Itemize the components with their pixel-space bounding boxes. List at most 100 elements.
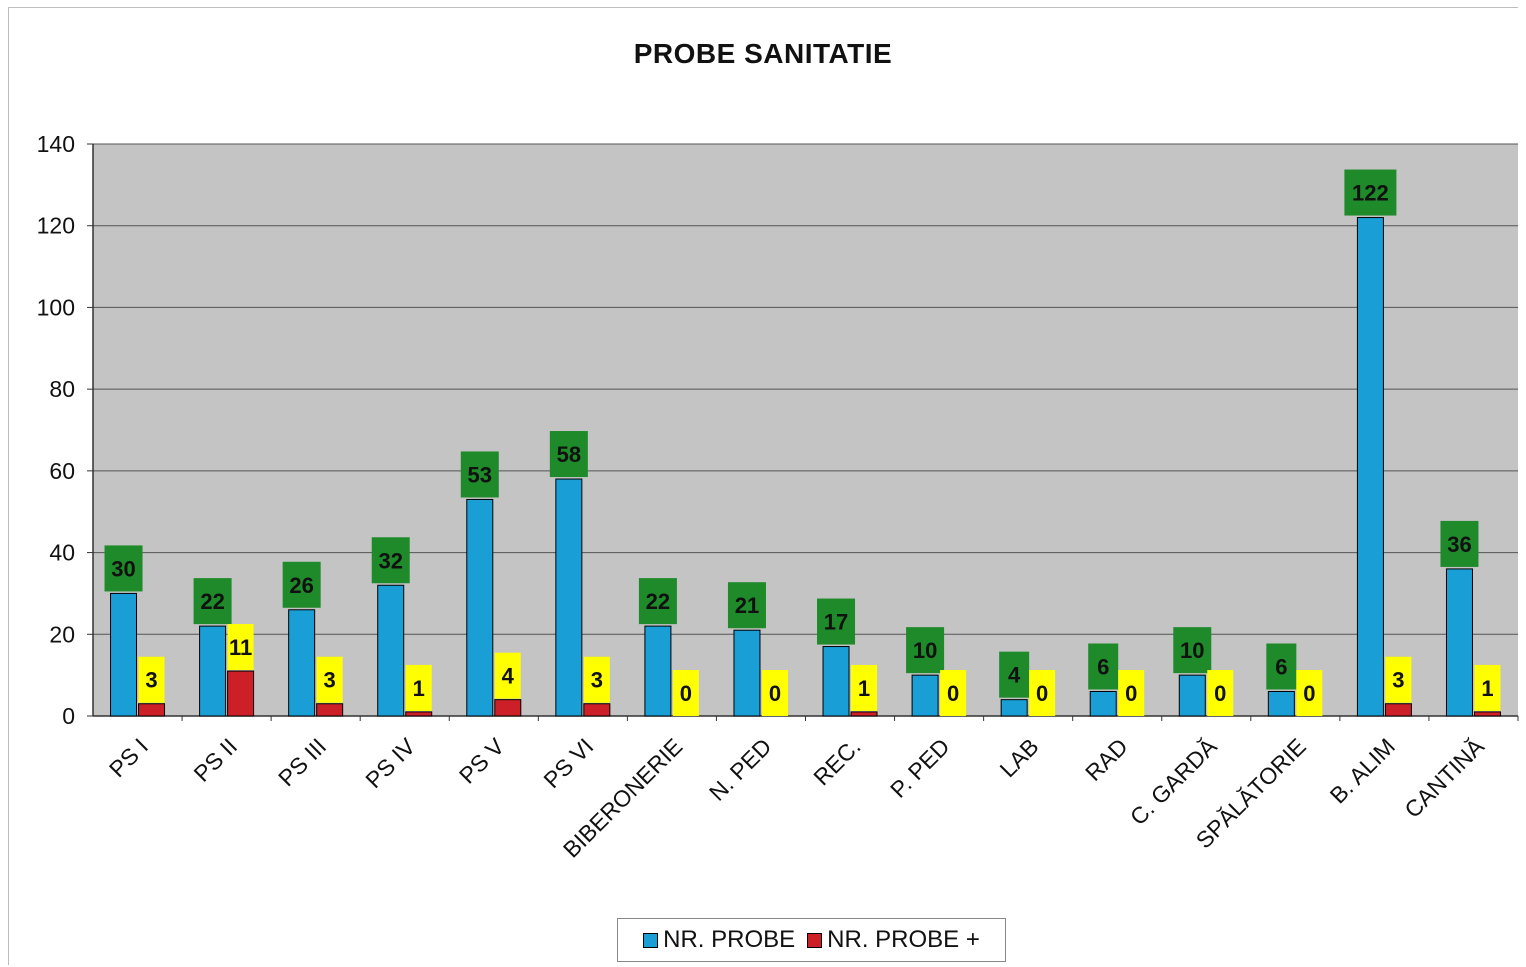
data-label-nr-probe: 6	[1275, 654, 1287, 679]
bar-nr-probe	[1178, 674, 1206, 717]
legend-swatch-nr-probe-plus	[807, 932, 823, 948]
bar-nr-probe	[1000, 699, 1028, 717]
data-label-nr-probe: 58	[557, 442, 581, 467]
data-label-nr-probe: 4	[1008, 663, 1021, 688]
bar-nr-probe-plus	[138, 703, 166, 717]
data-label-nr-probe-plus: 11	[229, 635, 252, 660]
y-tick-label: 40	[49, 540, 75, 566]
data-label-nr-probe-plus: 1	[1481, 676, 1493, 701]
data-label-box-nr-probe	[104, 545, 143, 592]
data-label-box-nr-probe-plus	[316, 656, 343, 703]
bar-nr-probe-plus	[1473, 711, 1501, 717]
data-label-box-nr-probe-plus	[761, 670, 788, 716]
data-label-nr-probe: 21	[735, 593, 759, 618]
data-label-box-nr-probe-plus	[1296, 670, 1323, 716]
data-label-nr-probe: 10	[913, 638, 937, 663]
data-label-nr-probe: 30	[111, 556, 135, 581]
data-label-nr-probe-plus: 3	[1392, 668, 1404, 693]
data-label-box-nr-probe	[1088, 643, 1119, 690]
x-tick-label: P. PED	[885, 733, 955, 803]
bar-nr-probe-plus	[405, 711, 433, 717]
bar-nr-probe	[1089, 690, 1117, 717]
chart-title: PROBE SANITATIE	[633, 38, 893, 69]
data-label-nr-probe: 6	[1097, 654, 1109, 679]
x-tick-label: B. ALIM	[1325, 733, 1400, 808]
data-label-nr-probe-plus: 0	[769, 681, 781, 706]
data-label-box-nr-probe	[549, 431, 588, 478]
data-label-nr-probe-plus: 1	[858, 676, 870, 701]
legend-item-nr-probe: NR. PROBE	[643, 926, 795, 954]
data-label-nr-probe: 122	[1352, 181, 1389, 206]
data-label-box-nr-probe	[638, 578, 677, 625]
x-tick-label: CANTINĂ	[1399, 733, 1489, 823]
data-label-nr-probe: 22	[200, 589, 224, 614]
data-label-box-nr-probe-plus	[494, 652, 521, 699]
x-tick-label: C. GARDĂ	[1125, 733, 1222, 830]
data-label-nr-probe-plus: 1	[413, 676, 425, 701]
x-tick-label: REC.	[808, 733, 865, 790]
y-tick-label: 140	[37, 131, 75, 157]
bar-nr-probe	[1356, 217, 1384, 717]
bar-nr-probe-plus	[227, 670, 255, 717]
bar-nr-probe	[1267, 690, 1295, 717]
data-label-box-nr-probe-plus	[405, 664, 432, 711]
bar-nr-probe	[288, 609, 316, 717]
x-tick-label: RAD	[1080, 733, 1133, 786]
data-label-nr-probe-plus: 0	[680, 681, 692, 706]
data-label-nr-probe: 53	[468, 462, 492, 487]
bar-nr-probe-plus	[1384, 703, 1412, 717]
bar-nr-probe	[555, 478, 583, 717]
data-label-box-nr-probe	[1266, 643, 1297, 690]
data-label-nr-probe-plus: 3	[324, 668, 336, 693]
data-label-nr-probe-plus: 4	[502, 664, 515, 689]
plot-area	[93, 144, 1518, 716]
data-label-box-nr-probe-plus	[1029, 670, 1056, 716]
legend-item-nr-probe-plus: NR. PROBE +	[807, 926, 980, 954]
data-label-box-nr-probe-plus	[940, 670, 967, 716]
bar-nr-probe	[1445, 568, 1473, 717]
bar-nr-probe	[733, 629, 761, 717]
data-label-box-nr-probe-plus	[138, 656, 165, 703]
data-label-nr-probe-plus: 0	[1036, 681, 1048, 706]
bar-nr-probe-plus	[494, 699, 522, 717]
bar-nr-probe-plus	[850, 711, 878, 717]
legend-label-nr-probe-plus: NR. PROBE +	[827, 926, 980, 953]
y-tick-label: 100	[37, 294, 75, 320]
data-label-box-nr-probe	[460, 451, 499, 498]
bar-nr-probe	[466, 498, 494, 717]
y-tick-label: 60	[49, 458, 75, 484]
x-tick-label: PS I	[104, 733, 153, 782]
bar-nr-probe	[822, 646, 850, 717]
data-label-nr-probe-plus: 0	[1303, 681, 1315, 706]
bar-nr-probe-plus	[583, 703, 611, 717]
data-label-nr-probe: 22	[646, 589, 670, 614]
data-label-box-nr-probe-plus	[227, 624, 254, 671]
bar-nr-probe	[644, 625, 672, 717]
data-label-box-nr-probe-plus	[1385, 656, 1412, 703]
data-label-box-nr-probe-plus	[1207, 670, 1234, 716]
x-tick-label: LAB	[995, 733, 1044, 782]
y-tick-label: 20	[49, 621, 75, 647]
data-label-nr-probe-plus: 0	[1125, 681, 1137, 706]
data-label-box-nr-probe	[906, 627, 945, 674]
x-tick-label: N. PED	[704, 733, 777, 806]
data-label-box-nr-probe	[727, 582, 766, 629]
data-label-box-nr-probe-plus	[851, 664, 878, 711]
y-tick-label: 0	[62, 703, 75, 729]
data-label-nr-probe: 32	[378, 548, 402, 573]
data-label-nr-probe: 10	[1180, 638, 1204, 663]
bar-nr-probe	[110, 592, 138, 717]
legend-swatch-nr-probe	[643, 932, 659, 948]
data-label-nr-probe-plus: 0	[947, 681, 959, 706]
data-label-box-nr-probe	[1344, 169, 1397, 216]
x-tick-label: PS VI	[538, 733, 598, 793]
data-label-box-nr-probe-plus	[672, 670, 699, 716]
bar-nr-probe	[199, 625, 227, 717]
data-label-box-nr-probe-plus	[1474, 664, 1501, 711]
bar-nr-probe-plus	[316, 703, 344, 717]
data-label-nr-probe: 26	[289, 573, 313, 598]
y-tick-label: 80	[49, 376, 75, 402]
data-label-box-nr-probe	[1173, 627, 1212, 674]
data-label-box-nr-probe-plus	[583, 656, 610, 703]
data-label-nr-probe-plus: 0	[1214, 681, 1226, 706]
